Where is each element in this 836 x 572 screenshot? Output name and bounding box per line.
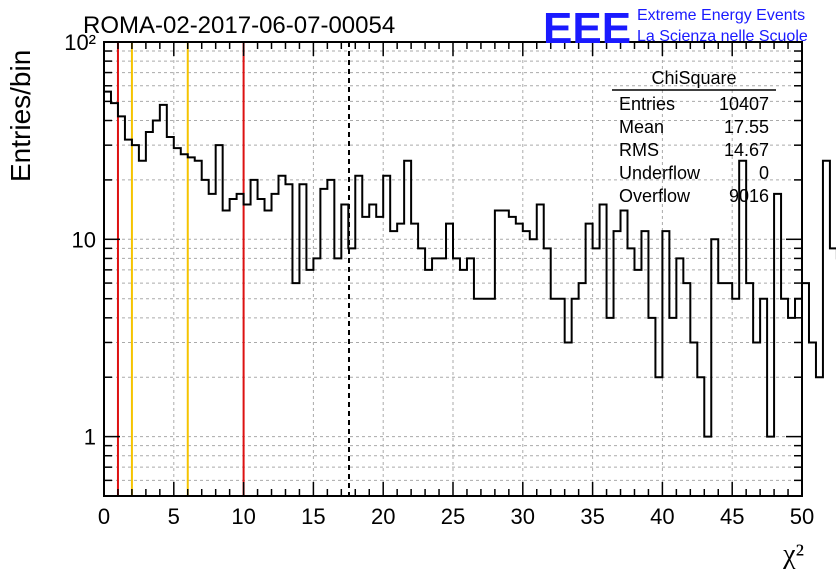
stats-rows: Entries 10407 Mean 17.55 RMS 14.67 Underflow 0 O… bbox=[619, 94, 769, 206]
plot-frame bbox=[103, 41, 803, 497]
x-tick-label: 15 bbox=[301, 504, 325, 529]
x-tick-label: 0 bbox=[98, 504, 110, 529]
x-tick-label: 45 bbox=[720, 504, 744, 529]
stats-label: Underflow bbox=[619, 163, 701, 183]
stats-value: 0 bbox=[759, 163, 769, 183]
run-title: ROMA-02-2017-06-07-00054 bbox=[83, 12, 395, 39]
stats-label: Entries bbox=[619, 94, 675, 114]
eee-logo: EEE Extreme Energy Events La Scienza nel… bbox=[543, 4, 808, 53]
axis-ticks bbox=[103, 41, 803, 497]
stats-box: ChiSquare Entries 10407 Mean 17.55 RMS 14.67 U… bbox=[612, 68, 776, 206]
x-tick-label: 35 bbox=[580, 504, 604, 529]
x-tick-label: 20 bbox=[371, 504, 395, 529]
marker-lines bbox=[116, 42, 350, 496]
stats-title: ChiSquare bbox=[651, 68, 736, 88]
logo-line-1: Extreme Energy Events bbox=[637, 7, 805, 24]
stats-value: 10407 bbox=[719, 94, 769, 114]
x-tick-label: 25 bbox=[441, 504, 465, 529]
y-tick-label: 10² bbox=[64, 30, 96, 55]
y-tick-label: 1 bbox=[84, 425, 96, 450]
x-tick-label: 50 bbox=[790, 504, 814, 529]
stats-label: RMS bbox=[619, 140, 659, 160]
logo-line-2: La Scienza nelle Scuole bbox=[637, 28, 808, 45]
grid-lines bbox=[103, 41, 803, 497]
x-axis-label: χ² bbox=[782, 539, 804, 570]
stats-value: 9016 bbox=[729, 186, 769, 206]
x-tick-label: 30 bbox=[511, 504, 535, 529]
stats-value: 17.55 bbox=[724, 117, 769, 137]
stats-label: Mean bbox=[619, 117, 664, 137]
x-tick-label: 40 bbox=[650, 504, 674, 529]
eee-logo-mark: EEE bbox=[543, 4, 631, 53]
x-tick-label: 5 bbox=[168, 504, 180, 529]
y-tick-labels: 1 10 10² bbox=[64, 30, 96, 450]
y-tick-label: 10 bbox=[72, 227, 96, 252]
y-axis-label: Entries/bin bbox=[5, 50, 36, 182]
stats-label: Overflow bbox=[619, 186, 691, 206]
histogram-series bbox=[104, 90, 836, 438]
stats-value: 14.67 bbox=[724, 140, 769, 160]
x-tick-label: 10 bbox=[231, 504, 255, 529]
x-tick-labels: 0 5 10 15 20 25 30 35 40 45 50 bbox=[98, 504, 814, 529]
